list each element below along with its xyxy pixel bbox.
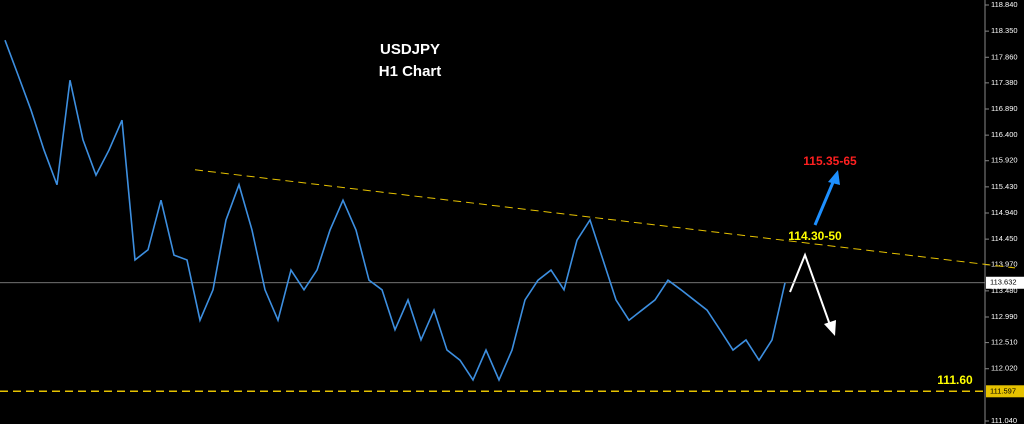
price-line (4, 39, 786, 382)
annotation: 114.30-50 (788, 229, 842, 243)
current-price-label: 113.632 (990, 278, 1017, 287)
arrow-down (789, 252, 836, 336)
y-tick-label: 113.970 (991, 260, 1018, 269)
support-label: 111.597 (990, 386, 1016, 395)
y-tick-label: 118.350 (991, 26, 1018, 35)
y-tick-label: 116.890 (991, 104, 1018, 113)
arrow-up (813, 170, 840, 226)
annotation: 111.60 (937, 373, 973, 387)
y-tick-label: 115.430 (991, 182, 1018, 191)
chart-title: USDJPY (380, 41, 440, 58)
y-tick-label: 115.920 (991, 156, 1018, 165)
y-tick-label: 117.860 (991, 52, 1018, 61)
y-tick-label: 114.940 (991, 208, 1018, 217)
trendline (194, 169, 1016, 269)
y-tick-label: 113.480 (991, 286, 1018, 295)
y-tick-label: 118.840 (991, 0, 1018, 9)
price-label-box (986, 276, 1024, 289)
y-tick-label: 116.400 (991, 130, 1018, 139)
chart-subtitle: H1 Chart (379, 63, 442, 80)
annotation: 115.35-65 (803, 154, 857, 168)
y-tick-label: 117.380 (991, 78, 1018, 87)
y-tick-label: 112.510 (991, 338, 1018, 347)
y-tick-label: 111.040 (991, 416, 1017, 424)
y-tick-label: 112.990 (991, 312, 1018, 321)
y-tick-label: 114.450 (991, 234, 1018, 243)
price-label-box (986, 385, 1024, 398)
y-tick-label: 112.020 (991, 364, 1018, 373)
